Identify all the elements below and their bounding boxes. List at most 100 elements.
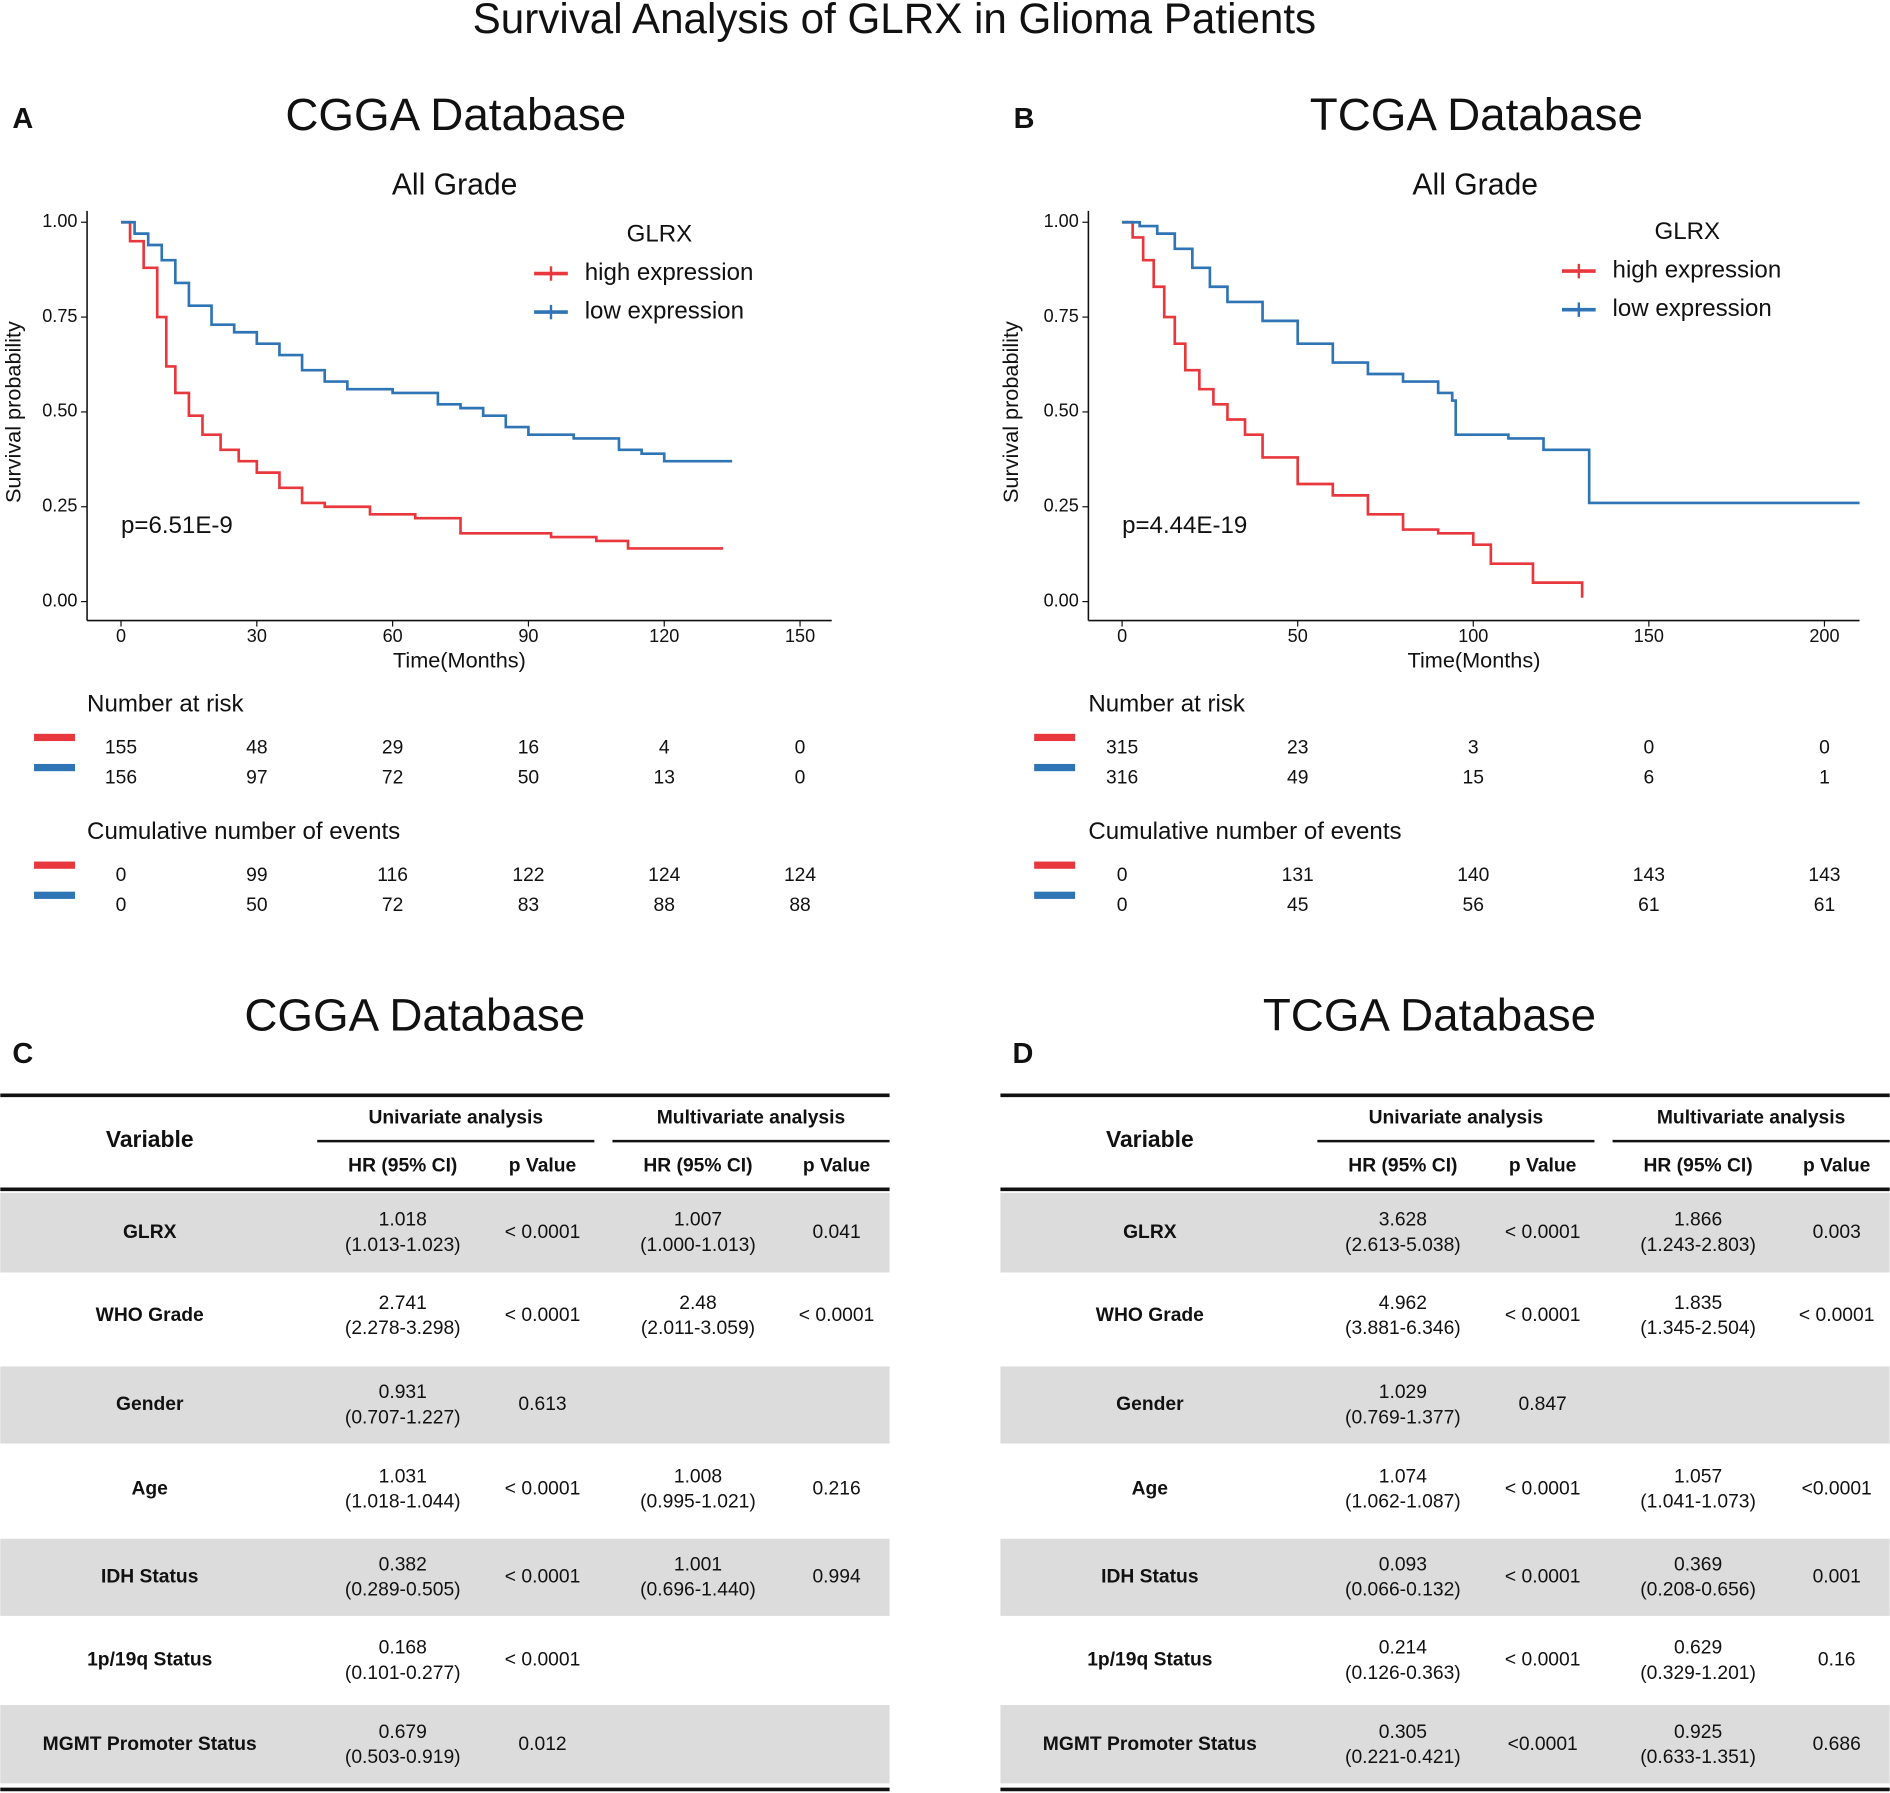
table-cell: 45 (1287, 895, 1308, 916)
table-cell: 13 (654, 768, 675, 789)
group-header: Multivariate analysis (657, 1107, 845, 1128)
variable: WHO Grade (1096, 1305, 1204, 1326)
ci: (2.011-3.059) (641, 1318, 755, 1339)
p-value: < 0.0001 (1505, 1478, 1581, 1499)
row-shade (1000, 1705, 1890, 1784)
row-shade (0, 1705, 890, 1784)
hr: 0.931 (379, 1382, 427, 1403)
y-axis-label: Survival probability (0, 321, 25, 503)
table-cell: 48 (246, 737, 267, 758)
p-value: < 0.0001 (505, 1478, 581, 1499)
p-value: 0.613 (518, 1394, 566, 1415)
hr: 4.962 (1379, 1293, 1427, 1314)
y-tick-label: 0.25 (42, 496, 77, 516)
row-shade (0, 1366, 890, 1444)
p-value: < 0.0001 (505, 1222, 581, 1243)
ci: (3.881-6.346) (1345, 1318, 1461, 1339)
p-value: <0.0001 (1508, 1734, 1578, 1755)
table-cell: 0 (795, 768, 806, 789)
table-cell: 0 (795, 737, 806, 758)
variable: Gender (116, 1394, 184, 1415)
table-cell: 61 (1814, 895, 1835, 916)
ci: (1.243-2.803) (1640, 1235, 1756, 1256)
table-cell: 61 (1638, 895, 1659, 916)
survival-curve (1122, 220, 1860, 505)
variable: Gender (1116, 1394, 1184, 1415)
ci: (1.062-1.087) (1345, 1492, 1461, 1513)
table-cell: 140 (1457, 865, 1489, 886)
table-cell: 0 (116, 865, 127, 886)
panel-label: B (1014, 103, 1035, 135)
table-cell: 0 (1117, 865, 1128, 886)
hr: 0.679 (379, 1722, 427, 1743)
x-tick-label: 50 (1288, 626, 1308, 646)
p-value: < 0.0001 (1799, 1305, 1875, 1326)
panel-label: C (12, 1038, 33, 1070)
hr: 3.628 (1379, 1210, 1427, 1231)
variable: GLRX (1123, 1222, 1177, 1243)
survival-curve (1122, 220, 1584, 598)
ci: (0.126-0.363) (1345, 1663, 1461, 1684)
x-tick-label: 200 (1809, 626, 1839, 646)
ci: (0.066-0.132) (1345, 1580, 1461, 1601)
ci: (0.503-0.919) (345, 1747, 461, 1768)
table-cell: 124 (784, 865, 816, 886)
ci: (0.221-0.421) (1345, 1747, 1461, 1768)
hr: 1.001 (674, 1554, 722, 1575)
strata-bar (34, 861, 76, 869)
variable: 1p/19q Status (1087, 1650, 1212, 1671)
table-title: Cumulative number of events (87, 818, 400, 845)
hr: 1.008 (674, 1466, 722, 1487)
variable: GLRX (123, 1222, 177, 1243)
ci: (0.289-0.505) (345, 1580, 461, 1601)
column-header: p Value (1509, 1156, 1577, 1177)
strata-bar (1034, 733, 1076, 742)
table-cell: 16 (518, 737, 539, 758)
table-cell: 29 (382, 737, 403, 758)
x-tick-label: 120 (649, 626, 679, 646)
p-value: 0.216 (812, 1478, 860, 1499)
table-cell: 72 (382, 895, 403, 916)
hr: 0.629 (1674, 1637, 1722, 1658)
ci: (1.345-2.504) (1640, 1318, 1756, 1339)
panel-label: D (1012, 1038, 1033, 1070)
p-value: 0.003 (1813, 1222, 1861, 1243)
table-cell: 143 (1633, 865, 1665, 886)
table-cell: 131 (1282, 865, 1314, 886)
p-value: p=6.51E-9 (121, 512, 233, 539)
ci: (0.633-1.351) (1640, 1747, 1756, 1768)
x-tick-label: 150 (785, 626, 815, 646)
table-cell: 316 (1106, 768, 1138, 789)
x-tick-label: 150 (1634, 626, 1664, 646)
y-tick-label: 0.50 (42, 401, 77, 421)
y-tick-label: 0.00 (1044, 590, 1079, 610)
hr: 1.031 (379, 1466, 427, 1487)
ci: (0.208-0.656) (1640, 1580, 1756, 1601)
table-cell: 4 (659, 737, 670, 758)
panel-label: A (12, 103, 33, 135)
p-value: 0.16 (1818, 1650, 1856, 1671)
table-cell: 156 (105, 768, 137, 789)
y-tick-label: 0.75 (1044, 306, 1079, 326)
y-tick-label: 0.75 (42, 306, 77, 326)
table-cell: 88 (789, 895, 810, 916)
table-cell: 124 (648, 865, 680, 886)
group-header: Univariate analysis (1369, 1107, 1544, 1128)
column-header: p Value (509, 1156, 577, 1177)
column-header: HR (95% CI) (348, 1156, 457, 1177)
hr: 0.382 (379, 1554, 427, 1575)
hr: 2.48 (679, 1293, 717, 1314)
hr: 1.835 (1674, 1293, 1722, 1314)
ci: (0.696-1.440) (640, 1580, 756, 1601)
hr: 1.057 (1674, 1466, 1722, 1487)
variable: MGMT Promoter Status (1043, 1734, 1257, 1755)
survival-curve (121, 220, 733, 463)
x-tick-label: 30 (247, 626, 267, 646)
column-header: HR (95% CI) (1348, 1156, 1457, 1177)
hr: 0.305 (1379, 1722, 1427, 1743)
table-cell: 143 (1808, 865, 1840, 886)
legend-title: GLRX (627, 220, 693, 247)
ci: (1.018-1.044) (345, 1492, 461, 1513)
y-tick-label: 0.00 (42, 590, 77, 610)
y-tick-label: 1.00 (1044, 211, 1079, 231)
